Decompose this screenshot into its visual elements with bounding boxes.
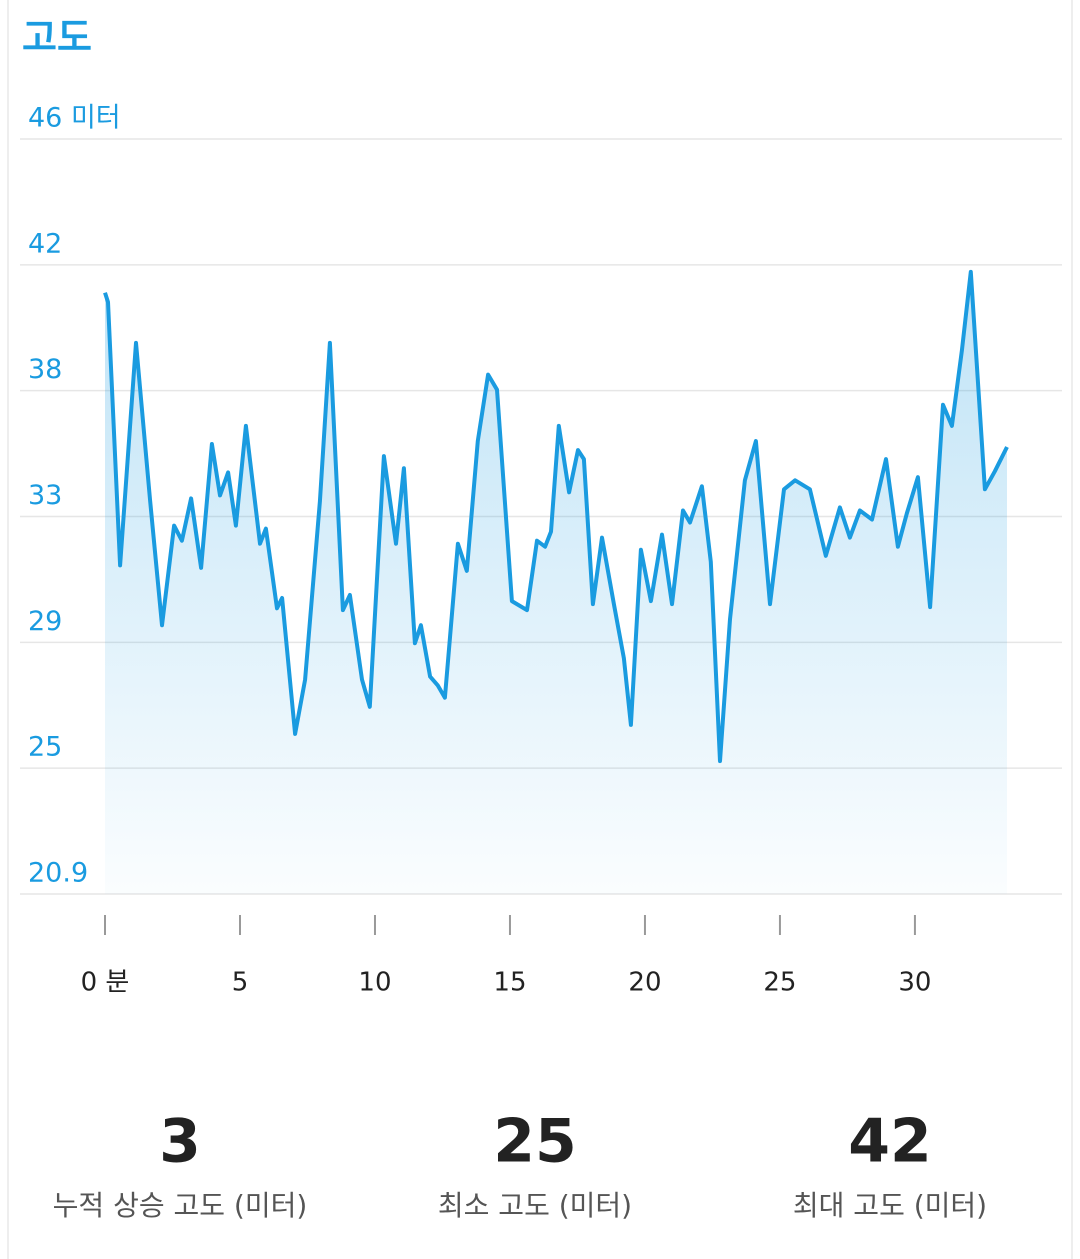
x-tick-label: 15 (493, 968, 526, 998)
stat-label: 누적 상승 고도 (미터) (53, 1189, 308, 1222)
line (103, 269, 1009, 764)
stat-label: 최대 고도 (미터) (793, 1189, 987, 1222)
area-fill (105, 271, 1007, 894)
y-tick-label: 25 (28, 732, 62, 763)
y-tick-label: 20.9 (28, 858, 88, 889)
y-tick-label: 42 (28, 228, 62, 259)
y-tick-label: 33 (28, 480, 62, 511)
title: 고도 (22, 16, 92, 60)
x-tick-label: 25 (763, 968, 796, 998)
y-tick-label: 29 (28, 606, 62, 637)
x-tick-label: 30 (898, 968, 931, 998)
x-tick-label: 10 (358, 968, 391, 998)
stat-value: 25 (493, 1107, 577, 1177)
x-tick-label: 0 분 (81, 968, 130, 998)
y-tick-label: 38 (28, 354, 62, 385)
y-tick-label: 46 미터 (28, 103, 121, 134)
x-tick-label: 20 (628, 968, 661, 998)
stat-label: 최소 고도 (미터) (438, 1189, 632, 1222)
x-tick-label: 5 (232, 968, 249, 998)
stat-value: 42 (848, 1107, 932, 1177)
stat-value: 3 (159, 1107, 201, 1177)
